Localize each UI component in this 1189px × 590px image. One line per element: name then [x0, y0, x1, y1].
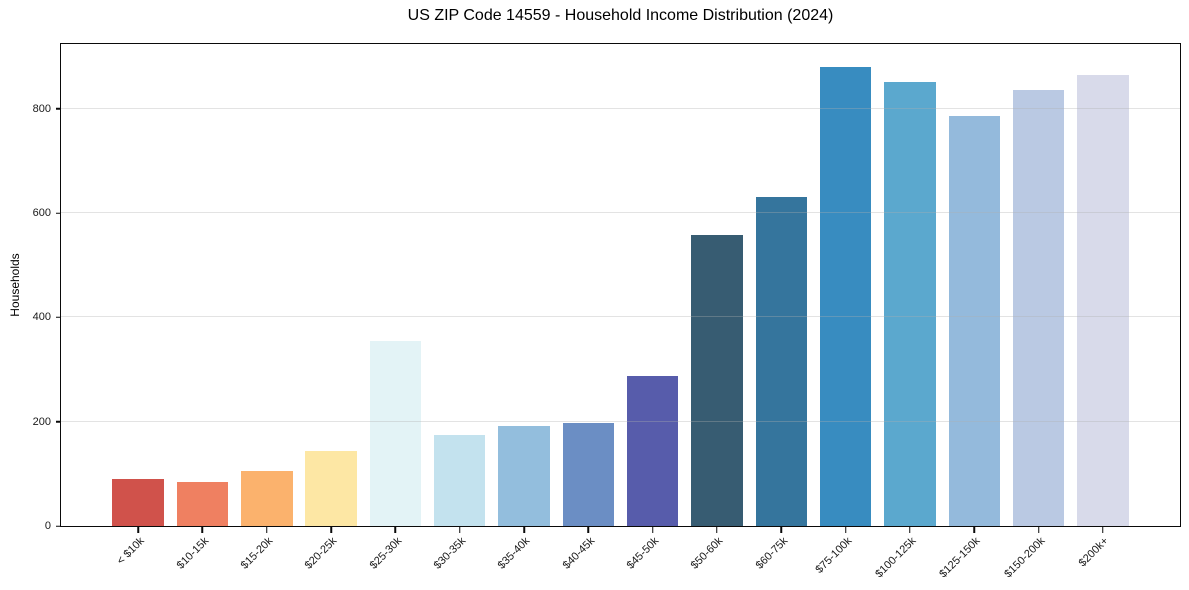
bar-slot: $45-50k	[621, 44, 685, 572]
bar-slot: $15-20k	[235, 44, 299, 572]
bar	[112, 478, 164, 526]
x-tick-label: $30-35k	[431, 535, 469, 572]
y-tick-label: 800	[32, 102, 51, 115]
bar	[241, 470, 293, 526]
bar	[562, 422, 615, 526]
x-tick-mark	[844, 527, 847, 533]
x-tick-mark	[394, 527, 397, 533]
bar	[948, 116, 1000, 526]
x-tick-label: $40-45k	[560, 535, 597, 572]
x-tick-label: $50-60k	[688, 535, 726, 572]
bar	[498, 426, 550, 526]
x-tick-mark	[523, 527, 525, 533]
bar-slot: $25-30k	[363, 44, 427, 572]
bar	[626, 375, 679, 526]
x-tick-label: $45-50k	[624, 535, 662, 572]
bar-slot: $125-150k	[937, 44, 1006, 580]
x-tick-mark	[330, 527, 332, 533]
chart-title: US ZIP Code 14559 - Household Income Dis…	[407, 7, 834, 24]
x-tick-mark	[266, 527, 268, 533]
y-axis-label: Households	[8, 253, 22, 317]
y-tick-label: 400	[32, 311, 51, 324]
bar	[305, 450, 357, 526]
bar-slot: $20-25k	[299, 44, 363, 572]
x-tick-mark	[587, 527, 590, 533]
bar-slot: $50-60k	[685, 44, 749, 572]
x-tick-label: $75-100k	[813, 535, 855, 576]
bar	[176, 482, 229, 526]
x-tick-label: $150-200k	[1001, 535, 1048, 581]
bar-slot: $30-35k	[428, 44, 492, 572]
x-tick-label: $10-15k	[174, 535, 211, 572]
x-tick-label: $15-20k	[238, 535, 276, 572]
bar	[1077, 75, 1129, 526]
bar-slot: $100-125k	[873, 44, 942, 580]
y-tick-label: 200	[32, 415, 51, 428]
bar	[819, 66, 872, 526]
x-tick-label: $200k+	[1077, 535, 1112, 570]
x-tick-label: $35-40k	[495, 535, 533, 572]
y-tick-mark	[56, 212, 61, 214]
bars-row: < $10k $10-15k $15-20k $20-25k $25-30k $30-35…	[106, 44, 1135, 580]
y-tick-label: 0	[44, 520, 51, 532]
x-tick-mark	[201, 527, 204, 533]
bar	[434, 434, 486, 526]
x-tick-mark	[458, 527, 461, 533]
x-tick-label: $125-150k	[937, 535, 983, 581]
y-tick-mark	[56, 316, 61, 319]
bar	[1012, 89, 1065, 526]
x-tick-mark	[137, 527, 139, 533]
bar-slot: $10-15k	[170, 44, 234, 572]
x-tick-mark	[780, 527, 783, 533]
plot-area: < $10k $10-15k $15-20k $20-25k $25-30k $30-35…	[33, 43, 1181, 580]
x-tick-label: $60-75k	[753, 535, 790, 572]
bar	[884, 81, 936, 526]
bar-slot: $200k+	[1071, 44, 1135, 569]
x-tick-mark	[651, 527, 654, 533]
x-tick-label: $100-125k	[873, 535, 919, 581]
bar-slot: $75-100k	[813, 44, 877, 576]
y-tick-mark	[56, 420, 61, 423]
x-tick-mark	[716, 527, 718, 533]
x-tick-mark	[909, 527, 911, 533]
y-tick-label: 600	[32, 207, 51, 220]
x-tick-mark	[1037, 527, 1040, 533]
bar	[755, 196, 807, 526]
x-tick-label: < $10k	[114, 535, 147, 568]
x-tick-label: $25-30k	[367, 535, 404, 572]
y-tick-mark	[56, 107, 61, 110]
y-tick-mark	[56, 525, 61, 527]
bar-slot: $150-200k	[1002, 44, 1070, 580]
x-tick-mark	[1102, 527, 1104, 533]
bar-slot: $40-45k	[556, 44, 620, 572]
bar-slot: $60-75k	[749, 44, 813, 572]
x-tick-label: $20-25k	[302, 535, 340, 572]
bar	[691, 235, 743, 526]
bar-slot: < $10k	[106, 44, 170, 567]
x-tick-mark	[973, 527, 975, 533]
bar-slot: $35-40k	[492, 44, 556, 572]
bar	[369, 340, 422, 526]
